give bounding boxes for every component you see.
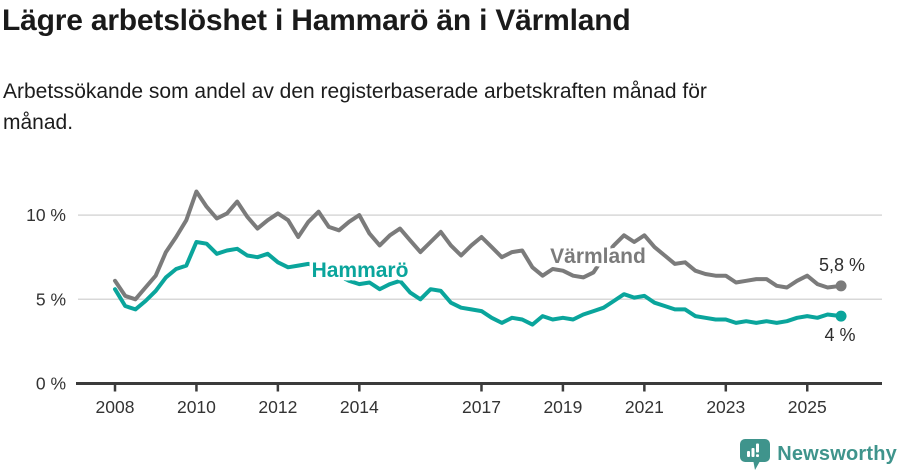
hammaro-endpoint-dot xyxy=(835,310,847,322)
y-tick-label-5pct: 5 % xyxy=(36,289,66,309)
varmland-end-value-label: 5,8 % xyxy=(819,255,865,275)
hammaro-series-label: Hammarö xyxy=(312,259,409,282)
varmland-endpoint-dot xyxy=(835,280,847,292)
x-tick-label-2008: 2008 xyxy=(96,397,135,417)
bar-2 xyxy=(751,448,755,457)
chart-subtitle: Arbetssökande som andel av den registerb… xyxy=(3,76,707,138)
x-tick-label-2025: 2025 xyxy=(788,397,827,417)
x-tick-label-2021: 2021 xyxy=(625,397,664,417)
x-tick-label-2023: 2023 xyxy=(706,397,745,417)
y-tick-label-0pct: 0 % xyxy=(36,374,66,394)
hammaro-line xyxy=(113,240,843,327)
x-tick-label-2012: 2012 xyxy=(258,397,297,417)
exclamation-dot xyxy=(756,454,760,457)
brand-name: Newsworthy xyxy=(777,443,897,465)
page-title: Lägre arbetslöshet i Hammarö än i Värmla… xyxy=(2,4,631,37)
y-tick-label-10pct: 10 % xyxy=(26,205,66,225)
newsworthy-logo-icon xyxy=(740,439,771,470)
x-tick-label-2014: 2014 xyxy=(340,397,379,417)
bar-1 xyxy=(747,451,751,457)
subtitle-line-1: Arbetssökande som andel av den registerb… xyxy=(3,80,707,103)
x-tick-label-2017: 2017 xyxy=(462,397,501,417)
hammaro-end-value-label: 4 % xyxy=(824,325,855,345)
varmland-line xyxy=(113,189,843,302)
subtitle-line-2: månad. xyxy=(3,111,74,134)
speech-bubble-shape xyxy=(740,439,771,470)
brand-footer: Newsworthy xyxy=(739,438,897,471)
varmland-series-label: Värmland xyxy=(550,245,646,268)
x-tick-label-2010: 2010 xyxy=(177,397,216,417)
x-tick-label-2019: 2019 xyxy=(543,397,582,417)
exclamation-bar xyxy=(756,443,760,453)
